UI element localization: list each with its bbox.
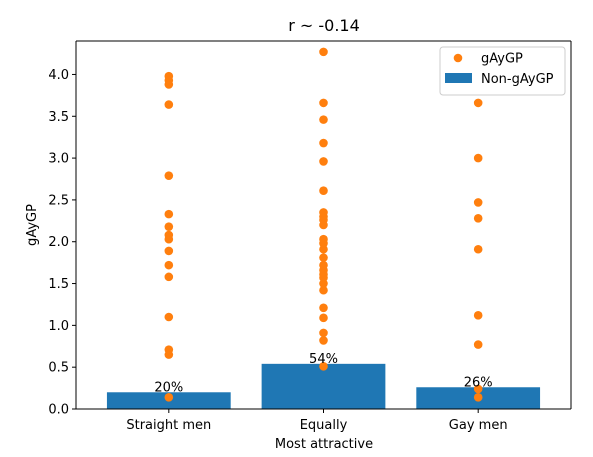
bar (261, 363, 386, 409)
legend-label-bar: Non-gAyGP (481, 72, 554, 87)
scatter-point (319, 362, 328, 371)
scatter-point (473, 311, 483, 320)
scatter-point (473, 98, 483, 108)
scatter-point (164, 100, 174, 109)
y-tick-label: 0.0 (48, 403, 69, 418)
scatter-point (164, 71, 174, 81)
bar-label: 20% (154, 380, 183, 395)
scatter-point (473, 384, 483, 394)
scatter-point (164, 209, 174, 219)
scatter-point (164, 230, 174, 240)
y-tick-label: 3.5 (48, 110, 69, 125)
x-tick-label: Straight men (126, 418, 211, 433)
scatter-point (319, 138, 328, 148)
x-tick-label: Gay men (449, 418, 508, 433)
scatter-point (319, 157, 328, 166)
y-tick-label: 4.0 (48, 68, 69, 83)
y-tick-label: 3.0 (48, 152, 69, 167)
x-axis-label: Most attractive (275, 437, 373, 452)
scatter-point (164, 312, 174, 322)
chart-title: r ~ -0.14 (288, 16, 360, 35)
bar-label: 54% (309, 352, 338, 367)
scatter-point (164, 171, 174, 180)
scatter-point (319, 234, 328, 244)
scatter-point (319, 336, 328, 345)
scatter-point (319, 303, 328, 313)
scatter-point (319, 285, 328, 295)
scatter-point (319, 208, 328, 217)
scatter-point (473, 340, 483, 349)
bar-label: 26% (464, 375, 493, 390)
scatter-point (473, 153, 483, 163)
y-tick-label: 0.5 (48, 361, 69, 376)
y-tick-label: 2.5 (48, 193, 69, 208)
x-tick-label: Equally (300, 418, 348, 433)
scatter-point (319, 98, 328, 108)
scatter-point (164, 246, 174, 256)
y-tick-label: 1.0 (48, 319, 69, 334)
y-tick-label: 1.5 (48, 277, 69, 292)
scatter-point (164, 392, 174, 402)
scatter-point (473, 198, 483, 207)
scatter-point (319, 115, 328, 124)
legend-marker-bar (445, 73, 472, 83)
scatter-point (319, 260, 328, 270)
legend-marker-scatter (453, 53, 463, 63)
scatter-point (319, 186, 328, 196)
plot-area: 20% 54% 26% 0.0 0.5 1.0 1.5 2.0 2.5 3.0 3.5 4.0 Stra… (48, 40, 572, 433)
scatter-point (319, 253, 328, 262)
scatter-point (319, 47, 328, 57)
y-tick-label: 2.0 (48, 235, 69, 250)
scatter-point (473, 214, 483, 223)
scatter-point (164, 272, 174, 282)
scatter-point (164, 222, 174, 231)
scatter-point (319, 313, 328, 323)
scatter-point (164, 345, 174, 354)
legend-label-scatter: gAyGP (481, 52, 523, 67)
legend: gAyGP Non-gAyGP (439, 46, 566, 96)
y-axis-label: gAyGP (25, 204, 40, 246)
scatter-point (319, 328, 328, 338)
scatter-point (473, 244, 483, 254)
scatter-point (164, 260, 174, 270)
scatter-point (473, 392, 483, 402)
